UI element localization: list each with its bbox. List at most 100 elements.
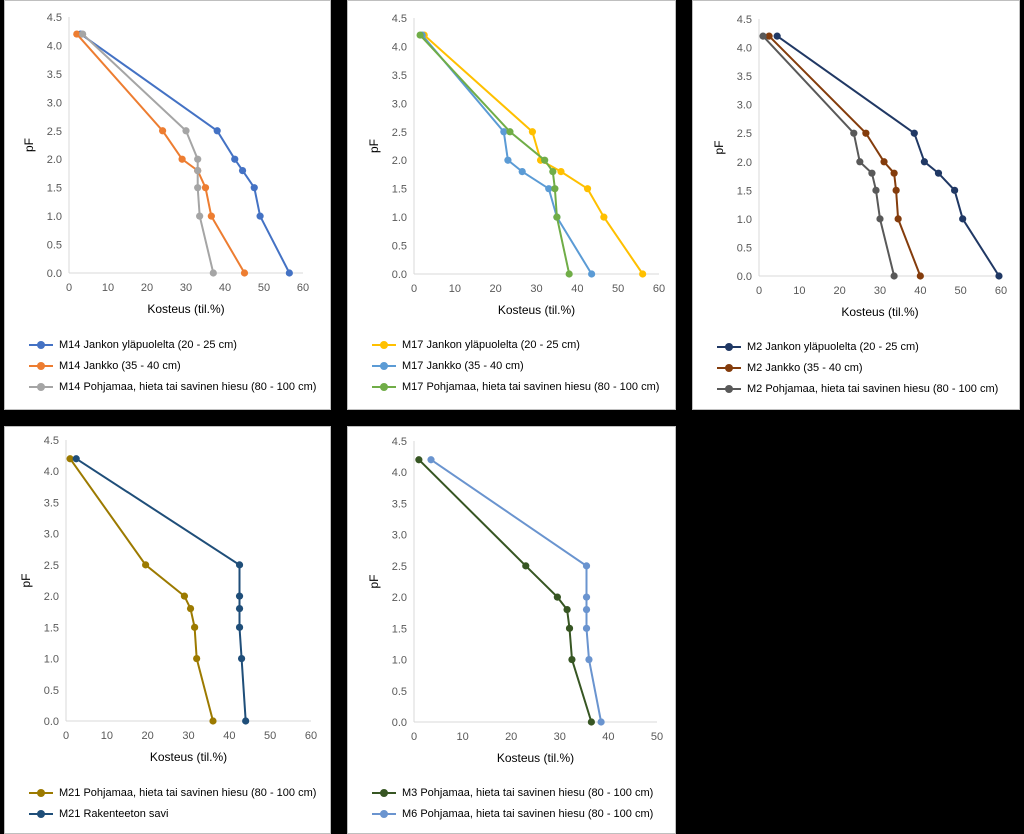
data-point bbox=[582, 593, 591, 601]
legend-label: M17 Jankon yläpuolelta (20 - 25 cm) bbox=[402, 338, 580, 351]
data-point bbox=[557, 168, 565, 176]
data-point bbox=[194, 167, 202, 175]
data-point bbox=[880, 158, 888, 166]
legend-item: M14 Jankko (35 - 40 cm) bbox=[29, 355, 330, 376]
series-line bbox=[423, 34, 644, 275]
x-tick-label: 10 bbox=[793, 285, 805, 297]
series-line bbox=[80, 33, 291, 274]
series-line bbox=[82, 33, 215, 274]
data-point bbox=[191, 623, 199, 631]
y-tick-label: 3.5 bbox=[392, 70, 407, 82]
legend-label: M14 Jankon yläpuolelta (20 - 25 cm) bbox=[59, 338, 237, 351]
legend-label: M2 Jankon yläpuolelta (20 - 25 cm) bbox=[747, 340, 919, 353]
data-point bbox=[186, 605, 195, 613]
y-tick-label: 3.5 bbox=[392, 498, 407, 510]
data-point bbox=[582, 606, 591, 614]
y-tick-label: 0.0 bbox=[44, 716, 59, 728]
data-point bbox=[545, 185, 553, 193]
data-point bbox=[551, 185, 559, 193]
y-tick-label: 2.5 bbox=[392, 561, 407, 573]
y-axis-title: pF bbox=[712, 140, 726, 154]
chart-panel-m21: 0.0 0.5 1.0 1.5 2.0 2.5 3.0 3.5 4.0 4.5 0 10 20 30 40 5… bbox=[4, 426, 331, 834]
series-line bbox=[76, 33, 246, 274]
data-point bbox=[639, 270, 647, 278]
data-point bbox=[585, 655, 593, 664]
series-line bbox=[418, 458, 593, 723]
data-point bbox=[856, 158, 864, 166]
y-tick-label: 4.5 bbox=[737, 14, 752, 26]
y-tick-label: 3.0 bbox=[392, 98, 407, 110]
y-tick-label: 2.0 bbox=[44, 591, 59, 603]
y-tick-label: 0.5 bbox=[392, 686, 407, 698]
data-point bbox=[415, 456, 423, 464]
data-point bbox=[235, 561, 244, 569]
data-point bbox=[541, 156, 549, 164]
y-tick-label: 4.0 bbox=[44, 466, 59, 478]
series-line bbox=[419, 34, 571, 275]
series-line bbox=[75, 457, 247, 722]
x-tick-label: 20 bbox=[142, 730, 154, 742]
chart-legend: M17 Jankon yläpuolelta (20 - 25 cm) M17 J… bbox=[348, 334, 675, 397]
x-tick-label: 10 bbox=[449, 283, 461, 295]
y-tick-label: 4.5 bbox=[44, 435, 59, 447]
x-tick-label: 30 bbox=[180, 282, 192, 294]
y-tick-label: 1.0 bbox=[44, 654, 59, 666]
chart-svg: 0.0 0.5 1.0 1.5 2.0 2.5 3.0 3.5 4.0 4.5 0 10 20 30 40 5… bbox=[367, 436, 663, 765]
y-tick-label: 3.5 bbox=[47, 69, 62, 81]
data-point bbox=[582, 562, 591, 570]
y-tick-label: 1.5 bbox=[392, 184, 407, 196]
chart-legend: M14 Jankon yläpuolelta (20 - 25 cm) M14 J… bbox=[5, 334, 330, 397]
x-axis-title: Kosteus (til.%) bbox=[147, 302, 224, 316]
y-axis-title: pF bbox=[367, 574, 381, 588]
data-point bbox=[951, 186, 959, 194]
legend-label: M17 Pohjamaa, hieta tai savinen hiesu (8… bbox=[402, 380, 660, 393]
legend-marker-icon bbox=[717, 363, 741, 373]
chart-legend: M2 Jankon yläpuolelta (20 - 25 cm) M2 Jan… bbox=[693, 336, 1019, 399]
legend-marker-icon bbox=[372, 361, 396, 371]
data-point bbox=[182, 127, 190, 135]
chart-svg: 0.0 0.5 1.0 1.5 2.0 2.5 3.0 3.5 4.0 4.5 0 10 20 30 40 5… bbox=[22, 12, 309, 316]
x-tick-label: 30 bbox=[182, 730, 194, 742]
y-axis-title: pF bbox=[19, 573, 33, 587]
data-point bbox=[890, 272, 898, 280]
y-tick-label: 0.0 bbox=[392, 717, 407, 729]
data-point bbox=[196, 212, 204, 220]
legend-item: M17 Jankon yläpuolelta (20 - 25 cm) bbox=[372, 334, 675, 355]
data-point bbox=[876, 215, 884, 223]
legend-marker-icon bbox=[717, 342, 741, 352]
y-tick-label: 4.5 bbox=[392, 13, 407, 25]
data-point bbox=[159, 127, 167, 135]
data-point bbox=[568, 655, 576, 664]
x-tick-label: 20 bbox=[505, 731, 517, 743]
y-tick-label: 1.0 bbox=[737, 214, 752, 226]
data-point bbox=[242, 717, 250, 725]
x-axis-title: Kosteus (til.%) bbox=[150, 750, 227, 764]
data-point bbox=[506, 128, 514, 136]
legend-marker-icon bbox=[29, 788, 53, 798]
chart-svg: 0.0 0.5 1.0 1.5 2.0 2.5 3.0 3.5 4.0 4.5 0 10 20 30 40 5… bbox=[19, 435, 317, 764]
data-point bbox=[79, 30, 87, 38]
x-tick-label: 0 bbox=[756, 285, 762, 297]
chart-panel-m2: 0.0 0.5 1.0 1.5 2.0 2.5 3.0 3.5 4.0 4.5 0 10 20 30 40 5… bbox=[692, 0, 1020, 410]
legend-item: M17 Pohjamaa, hieta tai savinen hiesu (8… bbox=[372, 376, 675, 397]
y-tick-label: 3.0 bbox=[392, 530, 407, 542]
legend-item: M17 Jankko (35 - 40 cm) bbox=[372, 355, 675, 376]
data-point bbox=[285, 269, 293, 277]
y-tick-label: 3.5 bbox=[44, 497, 59, 509]
chart-legend: M21 Pohjamaa, hieta tai savinen hiesu (8… bbox=[5, 782, 330, 824]
data-point bbox=[920, 158, 928, 166]
y-tick-label: 2.5 bbox=[737, 128, 752, 140]
legend-item: M21 Pohjamaa, hieta tai savinen hiesu (8… bbox=[29, 782, 330, 803]
x-tick-label: 50 bbox=[264, 730, 276, 742]
x-tick-label: 60 bbox=[995, 285, 1007, 297]
data-point bbox=[180, 592, 189, 600]
data-point bbox=[773, 32, 781, 40]
data-point bbox=[178, 155, 186, 163]
data-point bbox=[765, 32, 773, 40]
data-point bbox=[518, 168, 526, 176]
y-tick-label: 2.5 bbox=[47, 126, 62, 138]
x-tick-label: 0 bbox=[63, 730, 69, 742]
y-tick-label: 0.5 bbox=[392, 241, 407, 253]
series-line bbox=[69, 458, 214, 722]
legend-item: M6 Pohjamaa, hieta tai savinen hiesu (80… bbox=[372, 803, 675, 824]
